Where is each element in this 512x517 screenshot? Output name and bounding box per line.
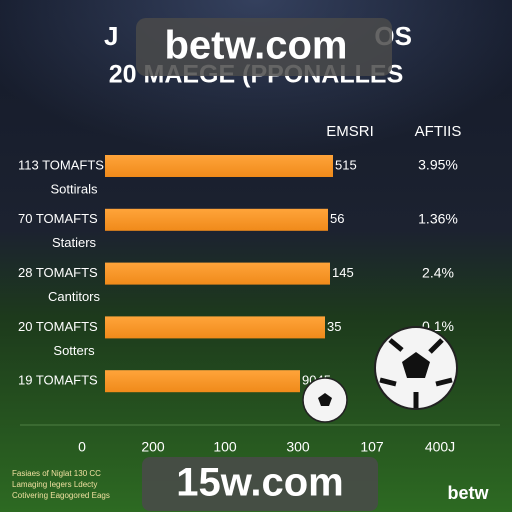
row-value: 515: [335, 157, 357, 172]
row-label: 19 TOMAFTS: [18, 373, 98, 388]
bar: [105, 370, 300, 393]
footnote: Cotivering Eagogored Eags: [12, 491, 110, 500]
row-value: 35: [327, 319, 341, 334]
row-sublabel: Sotters: [53, 343, 95, 358]
axis-label: 400J: [425, 439, 455, 455]
logo: betw: [447, 483, 489, 503]
ball: [302, 326, 458, 423]
watermark: betw.com: [165, 24, 348, 68]
column-header: AFTIIS: [415, 123, 462, 140]
row-percent: 1.36%: [418, 211, 458, 227]
bar: [105, 262, 330, 285]
axis-label: 200: [141, 439, 165, 455]
row-sublabel: Cantitors: [48, 289, 101, 304]
bar: [105, 316, 325, 339]
row-label: 28 TOMAFTS: [18, 265, 98, 280]
column-header: EMSRI: [326, 123, 374, 140]
axis-label: 0: [78, 439, 86, 455]
row-percent: 3.95%: [418, 157, 458, 173]
row-value: 56: [330, 211, 344, 226]
footnote: Lamaging Iegers Ldecty: [12, 480, 97, 489]
watermark: 15w.com: [176, 461, 343, 505]
row-label: 70 TOMAFTS: [18, 211, 98, 226]
bar: [105, 208, 328, 231]
row-sublabel: Statiers: [52, 235, 97, 250]
axis-label: 100: [213, 439, 237, 455]
watermark-box: [136, 18, 392, 76]
axis-label: 107: [360, 439, 384, 455]
bar: [105, 155, 333, 177]
row-value: 145: [332, 265, 354, 280]
watermark-box: [142, 457, 378, 511]
title: J: [104, 21, 118, 51]
row-label: 113 TOMAFTS: [18, 157, 104, 172]
footnote: Fasiaes of Niglat 130 CC: [12, 469, 101, 478]
axis-label: 300: [286, 439, 310, 455]
row-label: 20 TOMAFTS: [18, 319, 98, 334]
row-sublabel: Sottirals: [51, 181, 98, 196]
row-percent: 2.4%: [422, 264, 454, 280]
